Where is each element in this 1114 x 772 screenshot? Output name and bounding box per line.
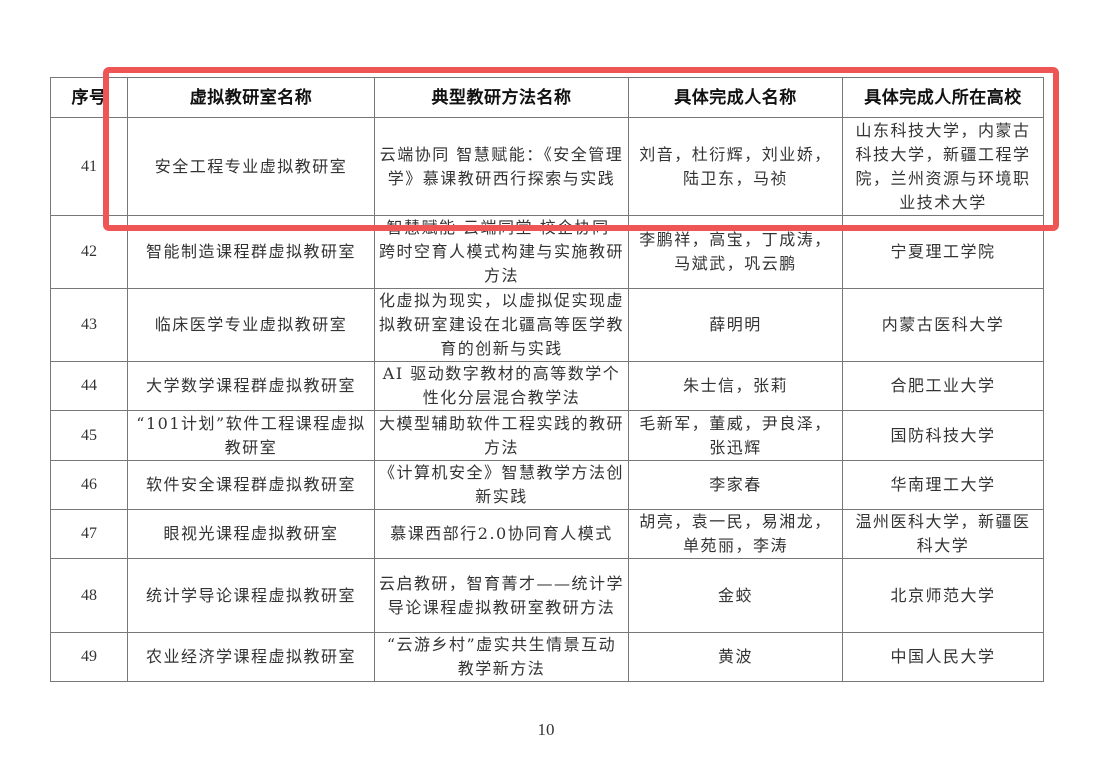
table-row: 47 眼视光课程虚拟教研室 慕课西部行2.0协同育人模式 胡亮，袁一民，易湘龙，单苑丽…: [50, 509, 1044, 559]
table-row: 49 农业经济学课程虚拟教研室 “云游乡村”虚实共生情景互动教学新方法 黄波 中国人民大…: [50, 632, 1044, 682]
cell-lab: 农业经济学课程虚拟教研室: [127, 632, 375, 682]
cell-school: 华南理工大学: [842, 460, 1044, 510]
cell-lab: 软件安全课程群虚拟教研室: [127, 460, 375, 510]
cell-people: 金蛟: [628, 558, 843, 633]
cell-school: 内蒙古医科大学: [842, 288, 1044, 362]
cell-people: 胡亮，袁一民，易湘龙，单苑丽，李涛: [628, 509, 843, 559]
cell-method: AI 驱动数字教材的高等数学个性化分层混合教学法: [374, 361, 629, 411]
cell-school: 中国人民大学: [842, 632, 1044, 682]
table-row: 48 统计学导论课程虚拟教研室 云启教研，智育菁才——统计学导论课程虚拟教研室教研方…: [50, 558, 1044, 633]
table-row: 45 “101计划”软件工程课程虚拟教研室 大模型辅助软件工程实践的教研方法 毛新军，…: [50, 410, 1044, 461]
header-index: 序号: [50, 77, 128, 118]
cell-method: 云端协同 智慧赋能：《安全管理学》慕课教研西行探索与实践: [374, 117, 629, 216]
cell-index: 44: [50, 361, 128, 411]
cell-index: 45: [50, 410, 128, 461]
cell-index: 47: [50, 509, 128, 559]
cell-method: “云游乡村”虚实共生情景互动教学新方法: [374, 632, 629, 682]
cell-lab: 眼视光课程虚拟教研室: [127, 509, 375, 559]
cell-index: 43: [50, 288, 128, 362]
cell-people: 毛新军，董威，尹良泽，张迅辉: [628, 410, 843, 461]
header-row: 序号 虚拟教研室名称 典型教研方法名称 具体完成人名称 具体完成人所在高校: [50, 77, 1044, 118]
cell-school: 国防科技大学: [842, 410, 1044, 461]
cell-method: 云启教研，智育菁才——统计学导论课程虚拟教研室教研方法: [374, 558, 629, 633]
cell-index: 49: [50, 632, 128, 682]
table-row: 43 临床医学专业虚拟教研室 化虚拟为现实，以虚拟促实现虚拟教研室建设在北疆高等医学…: [50, 288, 1044, 362]
cell-method: 化虚拟为现实，以虚拟促实现虚拟教研室建设在北疆高等医学教育的创新与实践: [374, 288, 629, 362]
cell-method: 慕课西部行2.0协同育人模式: [374, 509, 629, 559]
header-lab: 虚拟教研室名称: [127, 77, 375, 118]
cell-lab: 临床医学专业虚拟教研室: [127, 288, 375, 362]
cell-people: 李家春: [628, 460, 843, 510]
cell-lab: 安全工程专业虚拟教研室: [127, 117, 375, 216]
table-row: 41 安全工程专业虚拟教研室 云端协同 智慧赋能：《安全管理学》慕课教研西行探索与实…: [50, 117, 1044, 216]
cell-lab: “101计划”软件工程课程虚拟教研室: [127, 410, 375, 461]
table-row: 44 大学数学课程群虚拟教研室 AI 驱动数字教材的高等数学个性化分层混合教学法 朱士…: [50, 361, 1044, 411]
cell-school: 合肥工业大学: [842, 361, 1044, 411]
cell-people: 薛明明: [628, 288, 843, 362]
cell-index: 46: [50, 460, 128, 510]
cell-lab: 统计学导论课程虚拟教研室: [127, 558, 375, 633]
cell-method: 《计算机安全》智慧教学方法创新实践: [374, 460, 629, 510]
table-row: 46 软件安全课程群虚拟教研室 《计算机安全》智慧教学方法创新实践 李家春 华南理工大学: [50, 460, 1044, 510]
cell-school: 山东科技大学，内蒙古科技大学，新疆工程学院，兰州资源与环境职业技术大学: [842, 117, 1044, 216]
header-school: 具体完成人所在高校: [842, 77, 1044, 118]
cell-school: 北京师范大学: [842, 558, 1044, 633]
cell-people: 黄波: [628, 632, 843, 682]
header-people: 具体完成人名称: [628, 77, 843, 118]
cell-method: 大模型辅助软件工程实践的教研方法: [374, 410, 629, 461]
cell-people: 朱士信，张莉: [628, 361, 843, 411]
results-table: 序号 虚拟教研室名称 典型教研方法名称 具体完成人名称 具体完成人所在高校 41…: [50, 77, 1044, 682]
highlight-box: [103, 67, 1059, 231]
cell-lab: 大学数学课程群虚拟教研室: [127, 361, 375, 411]
cell-school: 温州医科大学，新疆医科大学: [842, 509, 1044, 559]
cell-index: 48: [50, 558, 128, 633]
page-number: 10: [537, 720, 555, 739]
